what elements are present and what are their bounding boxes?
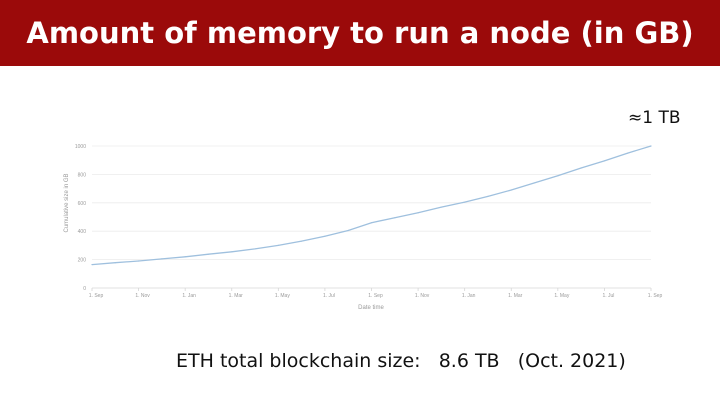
data-point xyxy=(91,263,93,266)
y-tick-label: 600 xyxy=(78,201,87,207)
data-point xyxy=(347,229,349,232)
data-point xyxy=(510,189,512,191)
x-tick-label: 1. Nov xyxy=(135,293,150,299)
title-bar: Amount of memory to run a node (in GB) xyxy=(0,0,720,66)
blockchain-size-caption: ETH total blockchain size: 8.6 TB (Oct. … xyxy=(176,350,626,372)
x-tick-label: 1. Sep xyxy=(368,293,383,299)
data-point xyxy=(207,253,210,255)
data-point xyxy=(603,160,606,162)
y-tick-label: 1000 xyxy=(75,144,86,150)
data-point xyxy=(533,182,536,184)
data-point xyxy=(627,152,629,154)
x-tick-label: 1. Sep xyxy=(89,293,104,299)
data-point xyxy=(137,260,140,262)
data-point xyxy=(277,244,279,246)
y-tick-label: 0 xyxy=(83,286,86,292)
data-point xyxy=(417,212,419,214)
x-tick-label: 1. Mar xyxy=(508,293,523,299)
data-point xyxy=(254,248,256,250)
series-line xyxy=(91,145,652,266)
data-point xyxy=(650,145,652,147)
x-axis-title: Date time xyxy=(358,305,384,311)
data-point xyxy=(114,262,116,264)
data-points xyxy=(91,145,652,266)
data-point xyxy=(464,201,466,203)
x-tick-labels: 1. Sep 1. Nov 1. Jan 1. Mar 1. May 1. Jul 1. S… xyxy=(89,288,663,299)
y-axis-title: Cumulative size in GB xyxy=(64,173,70,232)
x-tick-label: 1. May xyxy=(275,293,291,299)
y-tick-label: 400 xyxy=(78,229,87,235)
x-tick-label: 1. Jan xyxy=(182,293,196,299)
x-tick-label: 1. Mar xyxy=(229,293,244,299)
x-tick-label: 1. Sep xyxy=(648,293,663,299)
y-tick-label: 200 xyxy=(78,258,87,264)
x-tick-label: 1. Jan xyxy=(462,293,476,299)
data-point xyxy=(440,206,442,208)
data-point xyxy=(301,240,303,242)
data-point xyxy=(580,167,582,169)
data-point xyxy=(324,235,326,237)
x-tick-label: 1. Jul xyxy=(323,293,335,299)
page-title: Amount of memory to run a node (in GB) xyxy=(26,16,694,50)
y-tick-labels: 0 200 400 600 800 1000 xyxy=(75,144,86,292)
x-tick-label: 1. May xyxy=(554,293,570,299)
x-tick-label: 1. Jul xyxy=(602,293,614,299)
data-point xyxy=(487,195,489,198)
data-point xyxy=(231,251,233,253)
gridlines xyxy=(92,145,651,289)
data-point xyxy=(557,175,559,177)
data-point xyxy=(184,256,186,258)
memory-callout: ≈1 TB xyxy=(628,108,681,128)
y-tick-label: 800 xyxy=(78,172,87,178)
x-tick-label: 1. Nov xyxy=(415,293,430,299)
data-point xyxy=(394,217,396,219)
data-point xyxy=(370,222,373,224)
data-point xyxy=(161,258,163,260)
